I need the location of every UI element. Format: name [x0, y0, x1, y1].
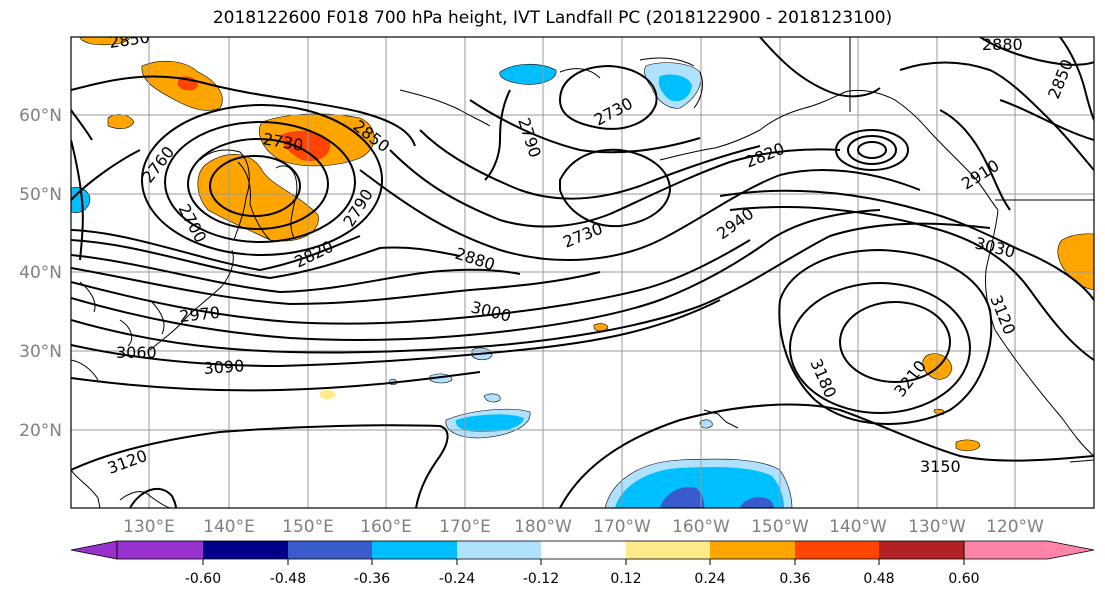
- latitude-labels: 60°N 50°N 40°N 30°N 20°N: [19, 106, 62, 441]
- lon-label: 170°W: [593, 517, 651, 537]
- colorbar: -0.60 -0.48 -0.36 -0.24 -0.12 0.12 0.24 …: [70, 540, 1095, 587]
- colorbar-bin: [795, 541, 879, 559]
- gridlines: [71, 37, 1094, 508]
- map-plot-area: 2850 2880 2850 2790 2730 2760 2700 2730 …: [71, 27, 1094, 508]
- yellow-region: [320, 389, 336, 399]
- lat-label: 50°N: [19, 185, 62, 205]
- contour-label: 2850: [108, 27, 151, 51]
- colorbar-tick: 0.12: [610, 571, 641, 587]
- contour-label: 3090: [203, 356, 245, 378]
- lat-label: 30°N: [19, 342, 62, 362]
- lon-label: 130°W: [908, 517, 966, 537]
- lon-label: 150°W: [751, 517, 809, 537]
- contour-label: 2850: [1044, 57, 1077, 102]
- contour-label: 3060: [116, 343, 157, 362]
- colorbar-tick: 0.60: [948, 571, 979, 587]
- height-contours: [71, 37, 1094, 508]
- lightblue-region: [699, 419, 713, 429]
- contour-label: 2820: [742, 139, 787, 172]
- contour-label: 3150: [920, 457, 961, 476]
- colorbar-bin: [117, 541, 203, 559]
- orange-region: [593, 323, 609, 332]
- colorbar-bin: [626, 541, 710, 559]
- colorbar-tick: -0.48: [270, 571, 306, 587]
- lat-label: 20°N: [19, 421, 62, 441]
- cyan-region: [658, 74, 692, 102]
- lat-label: 40°N: [19, 263, 62, 283]
- contour-label: 2820: [291, 237, 336, 272]
- blue-region: [660, 487, 705, 508]
- colorbar-bin: [372, 541, 457, 559]
- colorbar-tick: 0.24: [694, 571, 725, 587]
- cyan-region: [499, 63, 557, 85]
- colorbar-bin: [203, 541, 288, 559]
- contour-labels: 2850 2880 2850 2790 2730 2760 2700 2730 …: [105, 27, 1077, 478]
- cyan-region: [615, 466, 784, 508]
- colorbar-bin: [288, 541, 372, 559]
- contour-label: 2730: [591, 94, 636, 130]
- colorbar-bin: [710, 541, 795, 559]
- blue-region: [740, 497, 774, 508]
- colorbar-tick-labels: -0.60 -0.48 -0.36 -0.24 -0.12 0.12 0.24 …: [185, 559, 980, 587]
- contour-label: 3180: [806, 356, 840, 401]
- orange-region: [107, 114, 135, 129]
- contour-label: 2910: [958, 156, 1003, 194]
- colorbar-bin: [457, 541, 541, 559]
- contour-label: 3030: [973, 233, 1017, 261]
- contour-label: 3120: [105, 446, 150, 478]
- ivt-shading: [71, 37, 1094, 508]
- contour-label: 2970: [178, 303, 220, 326]
- lon-label: 120°W: [986, 517, 1044, 537]
- lon-label: 180°W: [514, 517, 572, 537]
- red-region: [281, 130, 331, 162]
- colorbar-tick: -0.12: [523, 571, 559, 587]
- lon-label: 170°E: [439, 517, 491, 537]
- colorbar-tick: 0.36: [779, 571, 810, 587]
- lightblue-region: [483, 393, 501, 403]
- lon-label: 140°W: [829, 517, 887, 537]
- colorbar-extend-left: [70, 540, 118, 560]
- colorbar-extend-right: [963, 540, 1095, 560]
- lon-label: 160°W: [672, 517, 730, 537]
- orange-region: [955, 439, 981, 452]
- lon-label: 160°E: [360, 517, 412, 537]
- orange-region: [79, 37, 131, 46]
- colorbar-tick: 0.48: [863, 571, 894, 587]
- contour-label: 2790: [514, 115, 545, 160]
- colorbar-tick: -0.60: [185, 571, 221, 587]
- cyan-region: [455, 414, 524, 432]
- coastlines: [71, 37, 1094, 508]
- plot-frame: [70, 36, 1095, 509]
- lon-label: 150°E: [282, 517, 334, 537]
- lat-label: 60°N: [19, 106, 62, 126]
- longitude-labels: 130°E 140°E 150°E 160°E 170°E 180°W 170°…: [123, 517, 1044, 537]
- colorbar-tick: -0.24: [439, 571, 475, 587]
- colorbar-bin: [879, 541, 964, 559]
- lon-label: 130°E: [123, 517, 175, 537]
- contour-label: 2700: [174, 201, 210, 246]
- lon-label: 140°E: [203, 517, 255, 537]
- colorbar-tick: -0.36: [354, 571, 390, 587]
- colorbar-bin: [541, 541, 626, 559]
- contour-label: 3000: [469, 297, 513, 325]
- contour-label: 2730: [560, 219, 605, 252]
- contour-label: 2880: [982, 35, 1023, 54]
- map-title: 2018122600 F018 700 hPa height, IVT Land…: [212, 8, 893, 28]
